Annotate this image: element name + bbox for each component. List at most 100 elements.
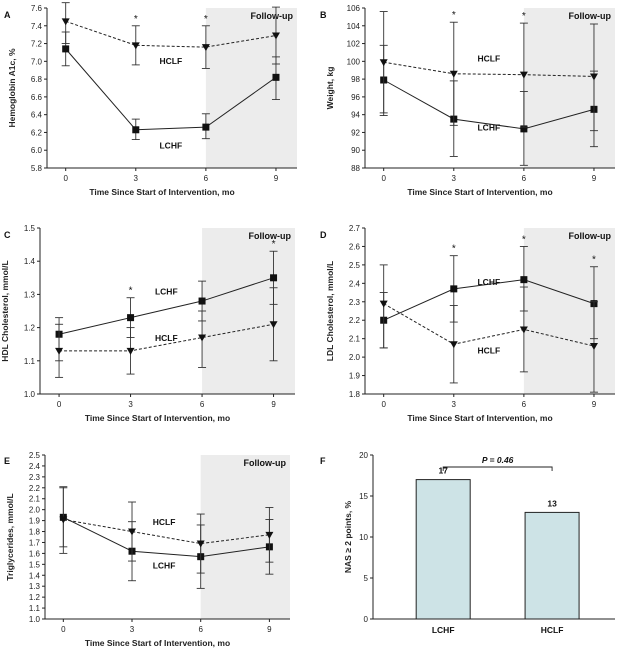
y-axis-label: Hemoglobin A1c, % [7, 48, 17, 127]
x-tick-label: 3 [452, 400, 457, 409]
y-tick-label: 2.3 [349, 298, 361, 307]
y-tick-label: 2.0 [349, 353, 361, 362]
y-tick-label: 90 [351, 146, 360, 155]
y-tick-label: 2.5 [349, 261, 361, 270]
series-hclf [55, 287, 278, 378]
series-label: HCLF [159, 56, 182, 66]
y-tick-label: 2.5 [29, 451, 41, 460]
y-tick-label: 1.3 [24, 290, 36, 299]
pvalue-bracket [442, 466, 553, 471]
data-point [198, 297, 206, 305]
y-tick-label: 5 [364, 574, 369, 583]
followup-region [202, 228, 295, 394]
data-point [520, 276, 528, 284]
panel-c: Follow-up 1.0 1.1 1.2 1.3 1.4 1.5 0 3 6 9 Time Sinc… [0, 224, 295, 423]
x-tick-label: 3 [452, 174, 457, 183]
series-hclf [59, 486, 274, 574]
y-tick-label: 1.0 [29, 615, 41, 624]
y-tick-label: 92 [351, 128, 360, 137]
y-tick-label: 7.4 [31, 22, 43, 31]
y-tick-label: 1.2 [29, 593, 41, 602]
y-tick-label: 5.8 [31, 164, 43, 173]
y-tick-label: 1.7 [29, 538, 41, 547]
y-tick-label: 15 [359, 492, 368, 501]
y-tick-label: 2.4 [349, 279, 361, 288]
data-point [131, 42, 140, 50]
series-label: LCHF [155, 286, 178, 296]
y-axis-label: HDL Cholesterol, mmol/L [0, 260, 10, 361]
y-tick-label: 2.2 [29, 484, 41, 493]
series-line [383, 303, 595, 347]
followup-label: Follow-up [244, 458, 287, 468]
panel-a: Follow-up 5.8 6.0 6.2 6.4 6.6 6.8 7.0 7.2 7.4 7.6 0… [7, 2, 297, 197]
data-point [519, 71, 528, 79]
series-label: LCHF [477, 277, 500, 287]
followup-region [200, 455, 290, 619]
x-tick-label: 6 [522, 174, 527, 183]
data-point [61, 18, 70, 26]
significance-star: * [129, 286, 133, 297]
y-axis-label: Weight, kg [325, 67, 335, 110]
y-tick-label: 1.0 [24, 390, 36, 399]
panel-letter-b: B [320, 10, 327, 20]
series-label: HCLF [477, 345, 500, 355]
data-point [270, 274, 278, 282]
y-tick-label: 2.7 [349, 224, 361, 233]
series-label: HCLF [477, 53, 500, 63]
data-point [589, 73, 598, 81]
series-label: HCLF [155, 333, 178, 343]
series-line [58, 277, 274, 335]
data-point [449, 341, 458, 349]
y-tick-label: 2.2 [349, 316, 361, 325]
data-point [449, 70, 458, 78]
x-category-label: LCHF [432, 625, 455, 635]
y-tick-label: 20 [359, 451, 368, 460]
followup-label: Follow-up [249, 231, 292, 241]
data-point [55, 347, 64, 355]
x-tick-label: 9 [592, 400, 597, 409]
x-axis-label: Time Since Start of Intervention, mo [89, 187, 234, 197]
x-tick-label: 6 [200, 400, 205, 409]
bar-lchf [415, 479, 471, 620]
significance-star: * [522, 234, 526, 245]
x-tick-label: 9 [274, 174, 279, 183]
significance-star: * [522, 11, 526, 22]
data-point [589, 343, 598, 351]
panel-letter-f: F [320, 456, 326, 466]
data-point [198, 334, 207, 342]
y-tick-label: 1.8 [29, 528, 41, 537]
significance-star: * [452, 10, 456, 21]
series-hclf [61, 2, 280, 69]
x-category-label: HCLF [541, 625, 564, 635]
significance-star: * [134, 14, 138, 25]
y-tick-label: 6.0 [31, 146, 43, 155]
panel-letter-c: C [4, 230, 11, 240]
x-tick-label: 3 [128, 400, 133, 409]
series-label: HCLF [153, 517, 176, 527]
series-line [63, 516, 270, 558]
y-tick-label: 1.1 [29, 604, 41, 613]
followup-region [523, 8, 615, 168]
y-tick-label: 94 [351, 111, 360, 120]
y-tick-label: 10 [359, 533, 368, 542]
y-tick-label: 1.5 [29, 560, 41, 569]
panel-letter-a: A [4, 10, 11, 20]
series-line [383, 61, 594, 77]
data-point [126, 347, 135, 355]
series-hclf [379, 264, 598, 393]
data-point [519, 326, 528, 334]
y-tick-label: 88 [351, 164, 360, 173]
data-point [379, 59, 388, 67]
y-tick-label: 106 [347, 4, 361, 13]
significance-star: * [452, 244, 456, 255]
panel-e: Follow-up 1.0 1.1 1.2 1.3 1.4 1.5 1.6 1.71.8 1.9 2… [5, 451, 290, 648]
y-tick-label: 102 [347, 40, 361, 49]
followup-label: Follow-up [569, 231, 612, 241]
y-tick-label: 0 [364, 615, 369, 624]
x-axis-label: Time Since Start of Intervention, mo [407, 187, 552, 197]
data-point [379, 300, 388, 308]
y-tick-label: 1.9 [29, 517, 41, 526]
panel-b: Follow-up 88 90 92 94 96 98 100 102 104 106 0 3 6 9 Tim… [325, 4, 615, 197]
